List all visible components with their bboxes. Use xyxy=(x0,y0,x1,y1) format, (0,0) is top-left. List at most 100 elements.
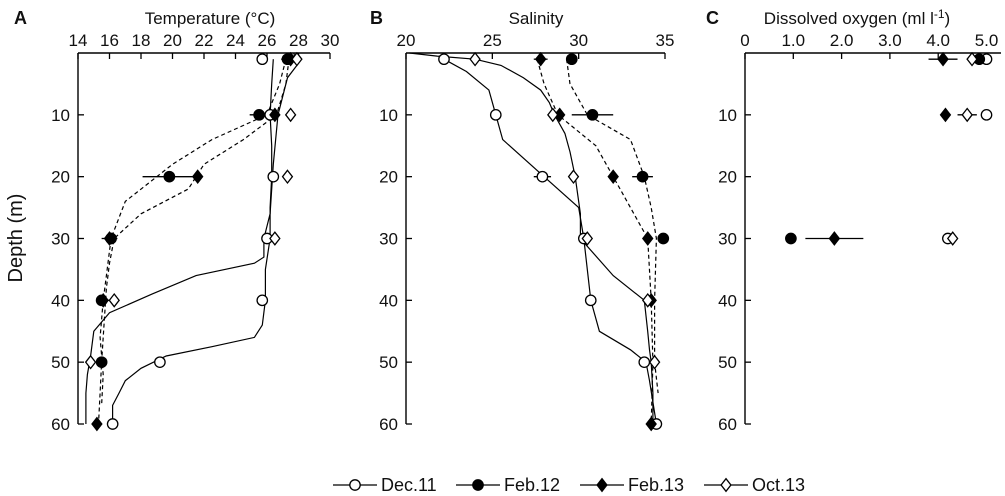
x-tick-label: 30 xyxy=(569,31,588,50)
x-tick-label: 2.0 xyxy=(830,31,854,50)
data-point-oct-13 xyxy=(281,169,294,185)
x-tick-label: 1.0 xyxy=(781,31,805,50)
data-point-dec-11 xyxy=(584,294,597,307)
data-point-feb-13 xyxy=(269,107,281,123)
panel-letter: C xyxy=(706,8,719,28)
data-point-feb-13 xyxy=(607,169,619,185)
y-tick-label: 10 xyxy=(51,106,70,125)
data-point-dec-11 xyxy=(438,53,450,66)
legend-label: Oct.13 xyxy=(752,475,805,495)
data-point-dec-11 xyxy=(256,53,269,66)
y-tick-label: 30 xyxy=(51,230,70,249)
panel-title-main: Dissolved oxygen (ml l xyxy=(764,9,934,28)
legend-label: Feb.12 xyxy=(504,475,560,495)
x-tick-label: 20 xyxy=(397,31,416,50)
panel-title: Temperature (°C) xyxy=(145,9,276,28)
panel-title: Salinity xyxy=(509,9,564,28)
data-point-oct-13 xyxy=(291,51,303,67)
data-point-oct-13 xyxy=(547,107,559,123)
x-tick-label: 30 xyxy=(321,31,340,50)
data-point-dec-11 xyxy=(980,108,993,121)
y-tick-label: 30 xyxy=(718,230,737,249)
data-point-oct-13 xyxy=(946,231,959,246)
x-tick-label: 28 xyxy=(289,31,308,50)
x-tick-label: 25 xyxy=(483,31,502,50)
panel-letter: B xyxy=(370,8,383,28)
data-point-feb-12 xyxy=(657,232,670,245)
x-tick-label: 5.0 xyxy=(975,31,999,50)
y-tick-label: 60 xyxy=(379,415,398,434)
legend-marker xyxy=(720,477,732,493)
data-point-feb-12 xyxy=(253,108,265,121)
data-point-oct-13 xyxy=(581,231,594,246)
data-point-oct-13 xyxy=(966,51,978,67)
data-point-feb-12 xyxy=(785,232,797,245)
legend-label: Feb.13 xyxy=(628,475,684,495)
data-point-oct-13 xyxy=(961,107,973,123)
data-point-dec-11 xyxy=(267,170,280,183)
data-point-feb-13 xyxy=(645,416,657,432)
y-tick-label: 20 xyxy=(51,168,70,187)
data-point-dec-11 xyxy=(256,294,269,307)
data-point-feb-12 xyxy=(163,170,176,183)
legend-marker xyxy=(349,479,361,491)
x-tick-label: 14 xyxy=(69,31,88,50)
profile-line-dashed xyxy=(566,59,659,394)
x-tick-label: 4.0 xyxy=(926,31,950,50)
y-tick-label: 60 xyxy=(51,415,70,434)
data-point-oct-13 xyxy=(469,51,481,67)
x-tick-label: 22 xyxy=(195,31,214,50)
y-tick-label: 60 xyxy=(718,415,737,434)
legend-label: Dec.11 xyxy=(381,475,437,495)
data-point-feb-13 xyxy=(103,231,116,246)
x-tick-label: 35 xyxy=(656,31,675,50)
panel-title-end: ) xyxy=(945,9,951,28)
data-point-feb-13 xyxy=(641,231,654,246)
y-axis-title: Depth (m) xyxy=(5,194,27,283)
y-tick-label: 20 xyxy=(379,168,398,187)
x-tick-label: 16 xyxy=(100,31,119,50)
data-point-feb-13 xyxy=(91,416,103,432)
data-point-feb-13 xyxy=(828,231,841,246)
y-tick-label: 50 xyxy=(379,353,398,372)
data-point-oct-13 xyxy=(641,292,654,308)
x-tick-label: 24 xyxy=(226,31,245,50)
panel-title: Dissolved oxygen (ml l-1) xyxy=(764,7,950,28)
y-tick-label: 30 xyxy=(379,230,398,249)
data-point-dec-11 xyxy=(489,108,502,121)
y-tick-label: 10 xyxy=(718,106,737,125)
y-tick-label: 40 xyxy=(51,291,70,310)
data-point-oct-13 xyxy=(84,354,97,370)
data-point-feb-13 xyxy=(937,51,949,67)
data-point-dec-11 xyxy=(106,418,119,430)
data-point-feb-13 xyxy=(939,107,952,123)
data-point-oct-13 xyxy=(284,107,297,123)
profile-line-solid xyxy=(112,59,274,424)
y-tick-label: 40 xyxy=(379,291,398,310)
data-point-feb-12 xyxy=(565,53,578,66)
panel-letter: A xyxy=(14,8,27,28)
legend-marker xyxy=(472,479,484,491)
data-point-dec-11 xyxy=(154,356,166,369)
x-tick-label: 3.0 xyxy=(878,31,902,50)
data-point-oct-13 xyxy=(269,231,281,246)
data-point-feb-12 xyxy=(586,108,599,121)
data-point-oct-13 xyxy=(648,354,661,370)
profile-line-solid xyxy=(409,52,654,424)
x-tick-label: 20 xyxy=(163,31,182,50)
data-point-dec-11 xyxy=(638,356,651,369)
x-tick-label: 0 xyxy=(740,31,749,50)
data-point-feb-13 xyxy=(534,51,547,67)
profile-line-dashed xyxy=(97,59,290,425)
y-tick-label: 40 xyxy=(718,291,737,310)
data-point-feb-13 xyxy=(97,292,109,308)
panel-title-superscript: -1 xyxy=(934,7,945,21)
legend-marker xyxy=(596,477,608,493)
y-tick-label: 10 xyxy=(379,106,398,125)
data-point-oct-13 xyxy=(108,292,120,308)
profile-line-dashed xyxy=(99,59,287,406)
data-point-feb-12 xyxy=(636,170,649,183)
y-tick-label: 50 xyxy=(51,353,70,372)
x-tick-label: 18 xyxy=(132,31,151,50)
